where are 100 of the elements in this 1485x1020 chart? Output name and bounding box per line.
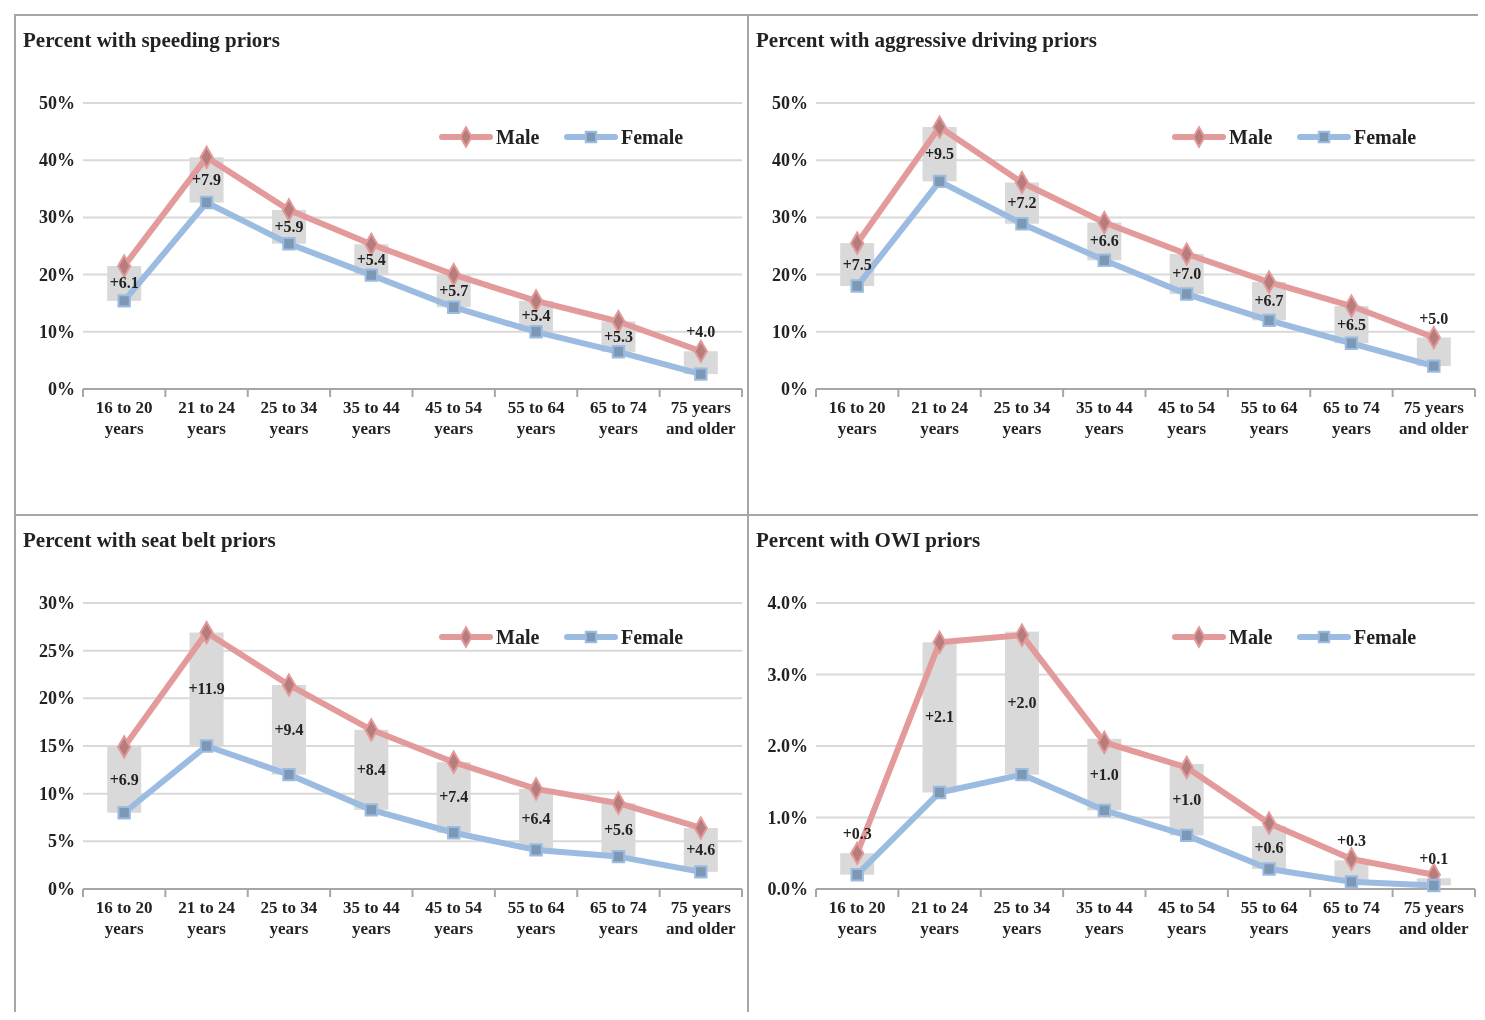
data-label: +7.5 (842, 255, 872, 273)
y-tick-label: 20% (39, 688, 75, 709)
x-tick-label: 16 to 20 years (828, 898, 886, 938)
point (1179, 287, 1194, 301)
point (529, 843, 543, 857)
point (694, 367, 708, 381)
data-label: +6.7 (1254, 292, 1284, 310)
x-tick-label: 45 to 54 years (1158, 898, 1216, 938)
x-tick-label: 25 to 34 years (260, 898, 318, 938)
point (446, 826, 461, 840)
x-tick-label: 21 to 24 years (911, 398, 969, 438)
data-label: +6.5 (1336, 315, 1366, 333)
y-tick-label: 10% (772, 321, 808, 342)
y-tick-label: 20% (772, 264, 808, 285)
y-tick-label: 10% (39, 321, 75, 342)
legend-label: Female (1354, 126, 1417, 148)
data-label: +6.9 (109, 770, 139, 788)
point (1179, 828, 1194, 843)
x-tick-label: 35 to 44 years (342, 398, 401, 438)
point (1097, 803, 1112, 818)
point (117, 806, 131, 820)
x-tick-label: 65 to 74 years (1323, 398, 1381, 438)
legend-label: Male (1229, 126, 1273, 148)
point (1097, 253, 1112, 267)
y-tick-label: 30% (39, 207, 75, 228)
point (850, 868, 864, 882)
x-tick-label: 21 to 24 years (178, 398, 236, 438)
y-tick-label: 0.0% (767, 879, 808, 899)
data-label: +5.4 (356, 250, 386, 268)
chart-title: Percent with speeding priors (23, 28, 280, 52)
data-label: +7.9 (192, 170, 222, 188)
x-tick-label: 55 to 64 years (507, 398, 565, 438)
legend-label: Male (496, 626, 540, 648)
x-tick-label: 45 to 54 years (1158, 398, 1216, 438)
data-label: +2.0 (1007, 694, 1037, 712)
y-tick-label: 1.0% (767, 807, 808, 828)
point (1015, 767, 1029, 782)
x-tick-label: 55 to 64 years (1240, 898, 1298, 938)
y-tick-label: 5% (48, 831, 75, 852)
data-label: +5.3 (603, 327, 633, 345)
point (1344, 336, 1359, 350)
data-label: +9.4 (274, 720, 304, 738)
point (1344, 875, 1359, 889)
point (199, 739, 214, 753)
y-tick-label: 3.0% (767, 664, 808, 685)
point (694, 865, 708, 879)
chart-title: Percent with seat belt priors (23, 528, 276, 552)
y-tick-label: 50% (772, 93, 808, 113)
data-label: +7.0 (1172, 265, 1202, 283)
x-tick-label: 35 to 44 years (342, 898, 401, 938)
point (529, 325, 543, 339)
data-label: +9.5 (925, 145, 955, 163)
point (446, 300, 461, 314)
point (199, 195, 214, 210)
x-tick-label: 65 to 74 years (1323, 898, 1381, 938)
y-tick-label: 30% (39, 593, 75, 613)
point (1427, 878, 1441, 893)
data-label: +6.6 (1089, 232, 1119, 250)
data-label: +7.4 (439, 788, 469, 806)
legend-label: Male (1229, 626, 1273, 648)
data-label: +4.6 (686, 840, 716, 858)
x-tick-label: 75 years and older (1399, 898, 1469, 938)
data-label: +1.0 (1089, 765, 1119, 783)
x-tick-label: 25 to 34 years (260, 398, 318, 438)
data-label: +5.6 (603, 820, 633, 838)
point (611, 849, 626, 864)
point (850, 279, 864, 293)
y-tick-label: 0% (48, 879, 75, 899)
legend-label: Male (496, 126, 540, 148)
x-tick-label: 35 to 44 years (1075, 898, 1134, 938)
data-label: +0.6 (1254, 838, 1284, 856)
x-tick-label: 45 to 54 years (425, 398, 483, 438)
point (1262, 862, 1276, 876)
x-tick-label: 55 to 64 years (1240, 398, 1298, 438)
x-tick-label: 25 to 34 years (993, 898, 1051, 938)
x-tick-label: 75 years and older (666, 398, 736, 438)
legend-label: Female (1354, 626, 1417, 648)
data-label: +8.4 (356, 760, 386, 778)
x-tick-label: 16 to 20 years (828, 398, 886, 438)
point (932, 174, 947, 189)
y-tick-label: 40% (39, 150, 75, 171)
data-label: +4.0 (686, 323, 716, 341)
point (932, 785, 947, 800)
y-tick-label: 0% (48, 379, 75, 399)
y-tick-label: 25% (39, 640, 75, 661)
x-tick-label: 16 to 20 years (95, 898, 153, 938)
point (1262, 313, 1276, 328)
y-tick-label: 4.0% (767, 593, 808, 613)
data-label: +5.0 (1419, 309, 1449, 327)
x-tick-label: 21 to 24 years (178, 898, 236, 938)
data-label: +5.9 (274, 217, 304, 235)
data-label: +6.1 (109, 274, 139, 292)
data-label: +11.9 (188, 680, 225, 698)
data-label: +6.4 (521, 810, 551, 828)
point (1427, 359, 1441, 373)
data-label: +5.7 (439, 281, 469, 299)
x-tick-label: 35 to 44 years (1075, 398, 1134, 438)
x-tick-label: 45 to 54 years (425, 898, 483, 938)
x-tick-label: 16 to 20 years (95, 398, 153, 438)
y-tick-label: 2.0% (767, 736, 808, 756)
